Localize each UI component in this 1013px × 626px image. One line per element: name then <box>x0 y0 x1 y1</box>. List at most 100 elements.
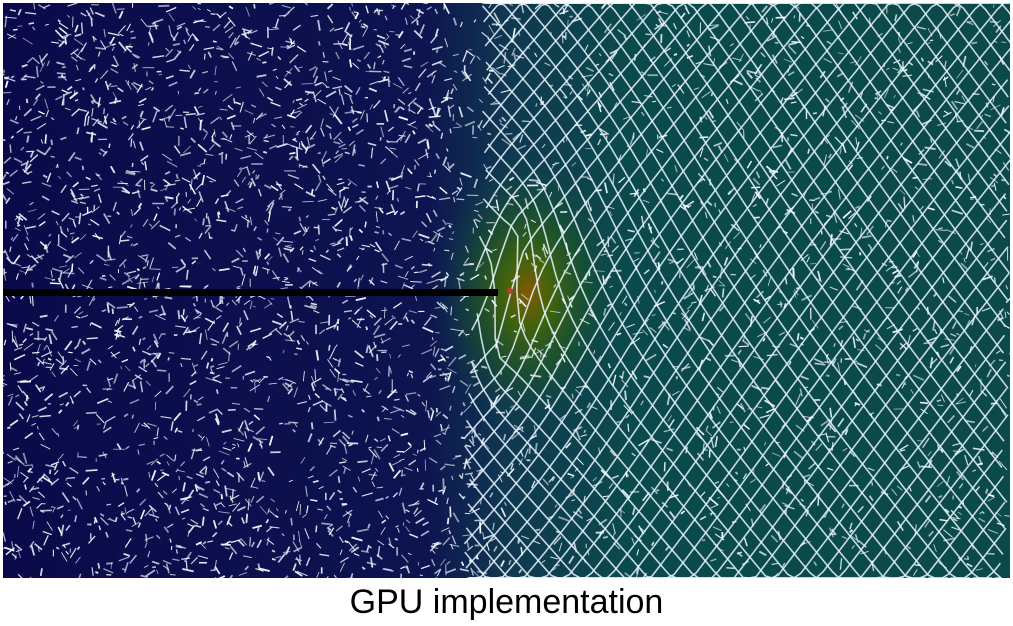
field-stroke <box>706 430 712 437</box>
field-stroke <box>9 144 12 153</box>
field-stroke <box>246 166 251 176</box>
field-stroke <box>705 425 709 432</box>
field-stroke <box>251 541 255 548</box>
field-stroke <box>417 8 421 17</box>
field-stroke <box>73 390 82 398</box>
mesh-line <box>483 85 837 578</box>
field-stroke <box>177 310 181 320</box>
field-stroke <box>300 140 305 148</box>
field-stroke <box>156 473 167 482</box>
field-stroke <box>952 518 958 522</box>
field-stroke <box>384 37 389 42</box>
field-stroke <box>385 515 390 520</box>
field-stroke <box>236 471 245 482</box>
field-stroke <box>295 558 303 562</box>
field-stroke <box>78 212 82 225</box>
field-stroke <box>36 357 45 366</box>
field-stroke <box>687 204 692 208</box>
field-stroke <box>5 547 15 556</box>
field-stroke <box>306 505 309 514</box>
field-stroke <box>236 325 242 335</box>
field-stroke <box>712 58 716 64</box>
field-stroke <box>430 314 438 319</box>
field-stroke <box>762 269 768 277</box>
field-stroke <box>132 140 136 149</box>
field-stroke <box>420 530 430 537</box>
field-stroke <box>333 409 337 421</box>
field-stroke <box>573 542 578 553</box>
field-stroke <box>362 388 371 395</box>
field-stroke <box>795 424 805 432</box>
field-stroke <box>477 213 483 220</box>
field-stroke <box>267 199 275 208</box>
field-stroke <box>237 427 245 436</box>
field-stroke <box>577 507 583 515</box>
field-stroke <box>210 139 221 148</box>
field-stroke <box>92 35 96 42</box>
field-stroke <box>397 275 409 280</box>
field-stroke <box>60 74 64 78</box>
field-stroke <box>951 321 957 330</box>
field-stroke <box>3 173 7 180</box>
field-stroke <box>292 99 295 104</box>
field-stroke <box>287 208 292 212</box>
field-stroke <box>329 113 335 116</box>
field-stroke <box>800 253 809 262</box>
field-stroke <box>205 224 211 227</box>
field-stroke <box>419 238 424 242</box>
field-stroke <box>517 144 527 150</box>
field-stroke <box>333 574 338 578</box>
field-stroke <box>421 401 426 407</box>
field-stroke <box>187 523 194 527</box>
field-stroke <box>162 490 168 495</box>
field-stroke <box>183 116 188 129</box>
field-stroke <box>75 315 81 319</box>
field-stroke <box>385 146 394 154</box>
field-stroke <box>298 66 303 69</box>
field-stroke <box>478 261 485 268</box>
field-stroke <box>131 170 141 173</box>
field-stroke <box>500 89 511 94</box>
field-stroke <box>922 437 930 449</box>
field-stroke <box>188 183 197 195</box>
field-stroke <box>449 405 452 411</box>
field-stroke <box>425 212 432 223</box>
field-stroke <box>191 362 197 375</box>
field-stroke <box>259 505 268 516</box>
field-stroke <box>365 434 369 443</box>
field-stroke <box>341 197 345 208</box>
field-stroke <box>602 307 607 316</box>
field-stroke <box>311 377 322 384</box>
field-stroke <box>215 389 219 395</box>
field-stroke <box>267 96 274 102</box>
field-stroke <box>85 469 98 472</box>
field-stroke <box>43 146 52 156</box>
field-stroke <box>244 565 249 571</box>
field-stroke <box>535 528 541 532</box>
mesh-line <box>481 5 904 578</box>
field-stroke <box>287 143 296 148</box>
field-stroke <box>348 38 352 50</box>
field-stroke <box>193 364 199 367</box>
field-stroke <box>871 481 874 486</box>
field-stroke <box>271 123 276 128</box>
field-stroke <box>281 532 285 537</box>
field-stroke <box>278 193 283 200</box>
field-stroke <box>300 334 306 342</box>
field-stroke <box>425 400 428 412</box>
field-stroke <box>505 387 514 393</box>
field-stroke <box>431 546 439 550</box>
field-stroke <box>44 393 54 402</box>
field-stroke <box>657 262 661 270</box>
field-stroke <box>641 318 650 328</box>
field-stroke <box>830 528 837 536</box>
field-stroke <box>203 132 208 140</box>
field-stroke <box>364 221 367 228</box>
field-stroke <box>22 452 28 464</box>
field-stroke <box>258 253 262 258</box>
field-stroke <box>856 362 868 369</box>
field-stroke <box>405 509 410 513</box>
field-stroke <box>928 459 933 468</box>
field-stroke <box>568 75 573 80</box>
field-stroke <box>837 52 844 55</box>
